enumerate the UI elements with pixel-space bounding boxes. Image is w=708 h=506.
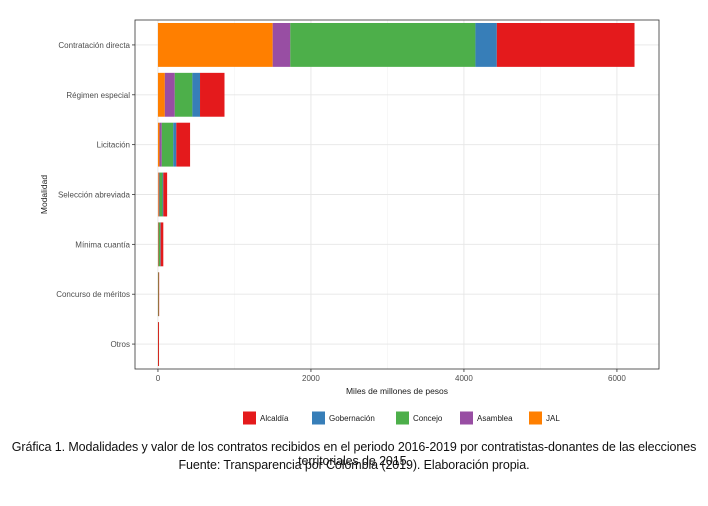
bar-segment-alcalda [176, 122, 191, 167]
bar-segment-alcalda [158, 322, 160, 367]
x-tick-label: 0 [156, 374, 161, 383]
bar-segment-asamblea [164, 72, 175, 117]
bar-segment-concejo [157, 272, 159, 317]
y-tick-label: Régimen especial [66, 91, 130, 100]
figure-source: Fuente: Transparencia por Colombia (2019… [178, 458, 530, 472]
bar-segment-alcalda [158, 272, 160, 317]
bar-segment-jal [157, 72, 165, 117]
bar-segment-asamblea [158, 172, 160, 217]
x-tick-label: 2000 [302, 374, 320, 383]
bar-segment-jal [157, 122, 160, 167]
bar-segment-jal [157, 222, 159, 267]
x-tick-label: 6000 [608, 374, 626, 383]
bar-segment-gobernacin [475, 22, 497, 67]
bar-segment-jal [157, 172, 159, 217]
y-tick-label: Contratación directa [58, 41, 130, 50]
legend-label: JAL [546, 414, 560, 423]
y-tick-label: Licitación [97, 141, 130, 150]
y-tick-label: Mínima cuantía [75, 240, 130, 249]
bar-segment-concejo [290, 22, 476, 67]
bar-segment-concejo [158, 222, 161, 267]
bar-segment-concejo [159, 172, 163, 217]
legend: Alcaldía Gobernación Concejo Asamblea JAL [243, 411, 560, 425]
legend-label: Gobernación [329, 414, 375, 423]
legend-key [460, 411, 473, 425]
y-axis-title: Modalidad [39, 175, 49, 214]
y-tick-label: Selección abreviada [58, 191, 131, 200]
x-tick-label: 4000 [455, 374, 473, 383]
bar-segment-jal [157, 22, 273, 67]
legend-label: Alcaldía [260, 414, 289, 423]
bar-segment-alcalda [163, 172, 168, 217]
legend-label: Concejo [413, 414, 443, 423]
bar-segment-alcalda [200, 72, 225, 117]
bar-segment-alcalda [496, 22, 635, 67]
y-tick-label: Concurso de méritos [56, 290, 130, 299]
x-axis-title: Miles de millones de pesos [346, 386, 448, 396]
bar-segment-concejo [161, 122, 174, 167]
legend-key [312, 411, 325, 425]
bar-segment-gobernacin [162, 172, 164, 217]
bar-segment-asamblea [158, 222, 159, 267]
bar-segment-alcalda [160, 222, 164, 267]
bar-segment-asamblea [272, 22, 291, 67]
legend-key [243, 411, 256, 425]
legend-key [396, 411, 409, 425]
legend-key [529, 411, 542, 425]
y-tick-label: Otros [110, 340, 130, 349]
legend-label: Asamblea [477, 414, 513, 423]
bar-segment-concejo [174, 72, 193, 117]
bar-segment-asamblea [159, 122, 162, 167]
bar-segment-gobernacin [160, 222, 161, 267]
figure-caption: Gráfica 1. Modalidades y valor de los co… [11, 440, 697, 468]
bar-segment-gobernacin [192, 72, 201, 117]
bar-segment-gobernacin [173, 122, 177, 167]
